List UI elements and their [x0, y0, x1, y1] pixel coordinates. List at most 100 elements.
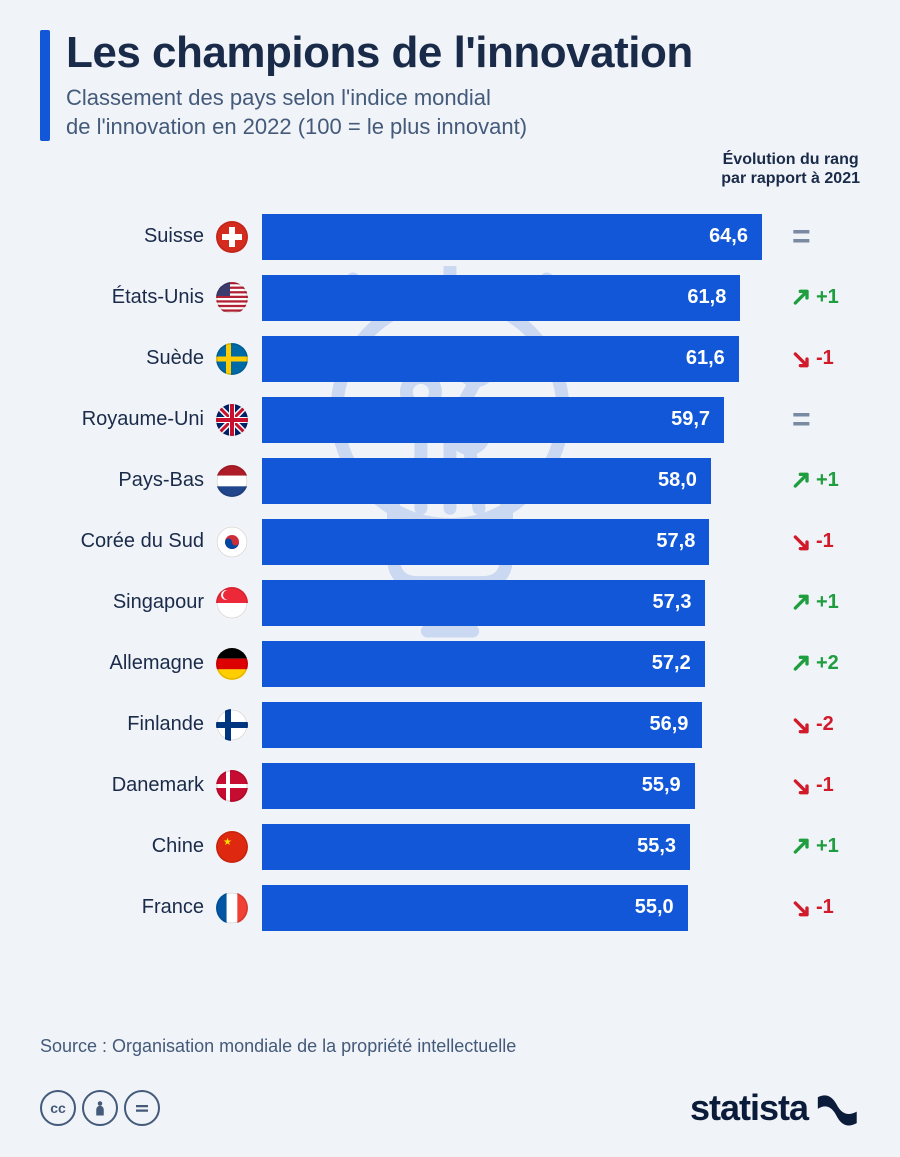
country-label: France [40, 896, 208, 919]
flag-icon [216, 770, 248, 802]
bar-row: Pays-Bas 58,0 +1 [40, 450, 860, 511]
bar: 55,9 [262, 763, 695, 809]
rank-delta: -1 [780, 530, 860, 553]
bar-value: 55,9 [642, 774, 681, 797]
bar-value: 64,6 [709, 225, 748, 248]
bar-row: Danemark 55,9 -1 [40, 755, 860, 816]
bar-row: Corée du Sud 57,8 -1 [40, 511, 860, 572]
rank-delta: +1 [780, 469, 860, 492]
country-label: Finlande [40, 713, 208, 736]
flag-icon [216, 587, 248, 619]
bar-row: États-Unis 61,8 +1 [40, 267, 860, 328]
flag-icon [216, 709, 248, 741]
bar: 61,8 [262, 275, 740, 321]
source-text: Source : Organisation mondiale de la pro… [40, 1036, 516, 1057]
country-label: Chine [40, 835, 208, 858]
bar-value: 59,7 [671, 408, 710, 431]
bar: 64,6 [262, 214, 762, 260]
flag-icon: ★ [216, 831, 248, 863]
rank-delta: +1 [780, 835, 860, 858]
bar-track: 57,3 [262, 580, 772, 626]
bar-row: Allemagne57,2+2 [40, 633, 860, 694]
bar-track: 61,8 [262, 275, 772, 321]
delta-value: +1 [816, 835, 839, 858]
delta-equal-icon: = [792, 218, 807, 255]
bar-row: Chine ★ 55,3 +1 [40, 816, 860, 877]
cc-by-icon [82, 1090, 118, 1126]
bar-row: Suède 61,6 -1 [40, 328, 860, 389]
country-label: Pays-Bas [40, 469, 208, 492]
bar-row: Royaume-Uni 59,7 = [40, 389, 860, 450]
cc-badges: cc [40, 1090, 160, 1126]
header: Les champions de l'innovation Classement… [0, 0, 900, 151]
subtitle-line1: Classement des pays selon l'indice mondi… [66, 85, 491, 110]
flag-icon [216, 892, 248, 924]
rank-delta: -1 [780, 774, 860, 797]
chart-subtitle: Classement des pays selon l'indice mondi… [66, 84, 693, 141]
evolution-header: Évolution du rang par rapport à 2021 [721, 150, 860, 188]
delta-value: -1 [816, 530, 834, 553]
bar-track: 61,6 [262, 336, 772, 382]
bar-value: 61,8 [687, 286, 726, 309]
rank-delta: -1 [780, 896, 860, 919]
bar: 55,0 [262, 885, 688, 931]
rank-delta: = [780, 218, 860, 255]
rank-delta: +1 [780, 286, 860, 309]
bar-value: 57,8 [656, 530, 695, 553]
bar-value: 61,6 [686, 347, 725, 370]
rank-delta: +1 [780, 591, 860, 614]
country-label: Royaume-Uni [40, 408, 208, 431]
rank-delta: -1 [780, 347, 860, 370]
bar-row: Singapour 57,3 +1 [40, 572, 860, 633]
rank-delta: -2 [780, 713, 860, 736]
delta-value: -1 [816, 347, 834, 370]
delta-equal-icon: = [792, 401, 807, 438]
cc-nd-icon [124, 1090, 160, 1126]
bar-value: 55,0 [635, 896, 674, 919]
country-label: Corée du Sud [40, 530, 208, 553]
country-label: États-Unis [40, 286, 208, 309]
bar: 58,0 [262, 458, 711, 504]
statista-logo: statista [690, 1087, 860, 1129]
bar-value: 57,3 [653, 591, 692, 614]
cc-icon: cc [40, 1090, 76, 1126]
bar: 59,7 [262, 397, 724, 443]
delta-value: -1 [816, 896, 834, 919]
title-accent-bar [40, 30, 50, 141]
country-label: Singapour [40, 591, 208, 614]
country-label: Suède [40, 347, 208, 370]
bar-track: 56,9 [262, 702, 772, 748]
statista-wordmark: statista [690, 1087, 808, 1129]
bar-row: France 55,0 -1 [40, 877, 860, 938]
flag-icon [216, 343, 248, 375]
bar-track: 58,0 [262, 458, 772, 504]
subtitle-line2: de l'innovation en 2022 (100 = le plus i… [66, 114, 527, 139]
bar-track: 55,0 [262, 885, 772, 931]
country-label: Danemark [40, 774, 208, 797]
bar: 57,8 [262, 519, 709, 565]
delta-value: +1 [816, 469, 839, 492]
statista-wave-icon [816, 1090, 860, 1126]
bar-value: 58,0 [658, 469, 697, 492]
bar-track: 57,8 [262, 519, 772, 565]
footer: cc statista [40, 1087, 860, 1129]
flag-icon [216, 404, 248, 436]
delta-value: -1 [816, 774, 834, 797]
bar-track: 55,9 [262, 763, 772, 809]
bar-track: 57,2 [262, 641, 772, 687]
evolution-header-l1: Évolution du rang [723, 151, 859, 168]
bar-row: Finlande 56,9 -2 [40, 694, 860, 755]
bar-row: Suisse64,6= [40, 206, 860, 267]
chart-area: Suisse64,6=États-Unis61,8+1Suède61,6-1Ro… [40, 206, 860, 997]
bar-value: 56,9 [649, 713, 688, 736]
rank-delta: +2 [780, 652, 860, 675]
bar: 57,2 [262, 641, 705, 687]
bar-rows-container: Suisse64,6=États-Unis61,8+1Suède61,6-1Ro… [40, 206, 860, 938]
bar-value: 55,3 [637, 835, 676, 858]
flag-icon [216, 282, 248, 314]
bar-track: 64,6 [262, 214, 772, 260]
bar-value: 57,2 [652, 652, 691, 675]
flag-icon [216, 221, 248, 253]
delta-value: +2 [816, 652, 839, 675]
delta-value: +1 [816, 591, 839, 614]
